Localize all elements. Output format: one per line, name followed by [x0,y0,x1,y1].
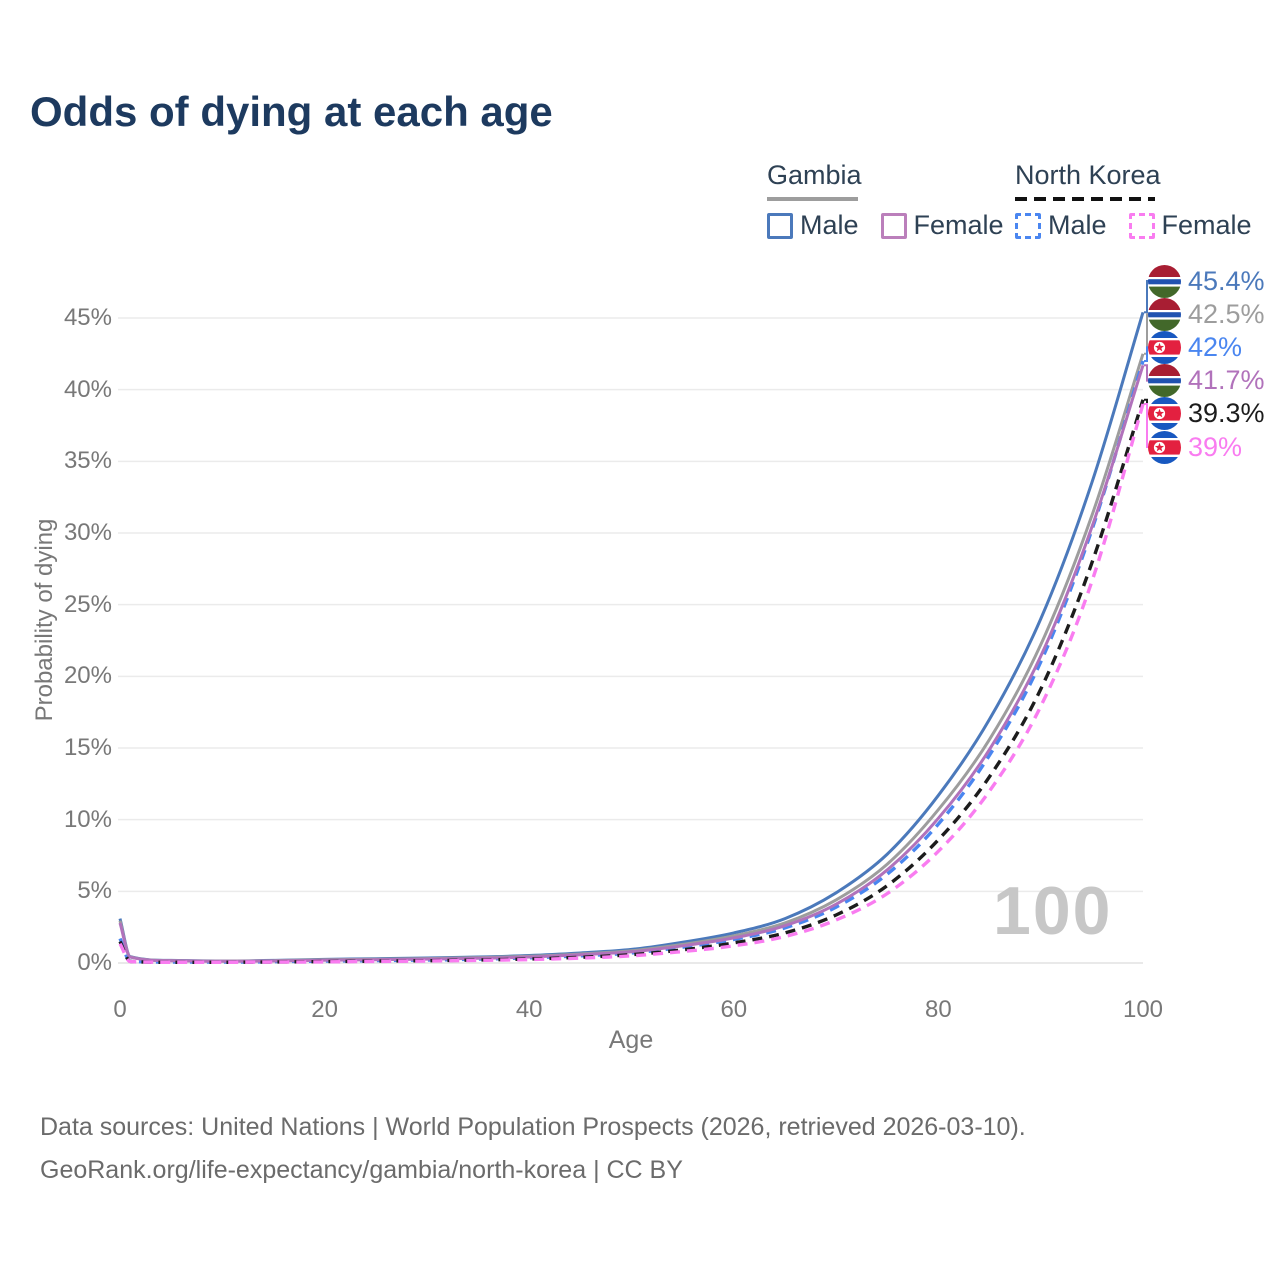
end-label-row-gambia-all: 42.5% [1148,297,1265,331]
series-line-gambia-female[interactable] [118,364,1145,963]
page-title: Odds of dying at each age [30,88,553,135]
legend-rule-gambia [767,197,858,201]
end-label-value: 42% [1188,331,1243,362]
series-line-north-korea-male[interactable] [118,360,1145,964]
x-tick-label-100: 100 [1122,996,1164,1023]
legend-item-label: Female [1161,210,1252,240]
end-label-value: 45.4% [1188,265,1265,296]
x-tick-label-40: 40 [515,996,543,1023]
x-tick-label-80: 80 [925,996,952,1023]
legend-item-gambia-female[interactable]: Female [880,210,1004,241]
legend-group-gambia: Gambia Male Female [767,160,1004,241]
legend-rule-north-korea [1015,197,1155,201]
flag-north-korea-icon [1148,397,1181,430]
series-line-gambia-all[interactable] [118,353,1145,963]
legend-item-label: Male [1048,210,1107,240]
footer: Data sources: United Nations | World Pop… [40,1106,1240,1192]
end-label-row-north-korea-all: 39.3% [1148,397,1265,431]
end-label-row-north-korea-female: 39% [1148,430,1242,464]
end-label-value: 41.7% [1188,365,1265,396]
legend-item-gambia-male[interactable]: Male [767,210,859,241]
swatch-north-korea-female-icon [1128,212,1155,239]
y-tick-label-10: 10% [63,805,112,833]
end-label-row-north-korea-male: 42% [1148,330,1242,364]
y-tick-label-30: 30% [63,519,112,546]
watermark-age: 100 [993,873,1113,949]
series-line-north-korea-female[interactable] [118,403,1145,964]
y-tick-label-40: 40% [63,375,112,403]
footer-url-line: GeoRank.org/life-expectancy/gambia/north… [40,1156,683,1184]
end-label-value: 39.3% [1188,398,1265,429]
legend-item-north-korea-male[interactable]: Male [1015,210,1107,241]
series-line-gambia-male[interactable] [118,311,1145,963]
legend-group-header-north-korea: North Korea [1015,160,1161,190]
swatch-gambia-male-icon [767,212,793,239]
flag-north-korea-icon [1148,331,1181,364]
x-tick-label-60: 60 [720,996,748,1023]
swatch-north-korea-male-icon [1015,212,1041,239]
y-tick-label-5: 5% [77,877,112,905]
y-tick-label-25: 25% [63,590,112,618]
y-tick-label-15: 15% [63,734,112,761]
legend-item-label: Male [800,210,859,240]
swatch-gambia-female-icon [880,212,907,239]
legend-items-gambia: Male Female [767,210,1004,241]
y-tick-label-0: 0% [77,949,112,976]
flag-north-korea-icon [1148,431,1181,464]
series-line-north-korea-all[interactable] [118,399,1145,964]
y-tick-label-35: 35% [63,447,112,475]
legend-group-north-korea: North Korea Male Female [1015,160,1252,241]
legend-item-label: Female [913,210,1004,240]
legend-items-north-korea: Male Female [1015,210,1252,241]
end-label-row-gambia-male: 45.4% [1148,264,1265,298]
footer-source-line: Data sources: United Nations | World Pop… [40,1113,1026,1141]
end-label-value: 39% [1188,431,1243,462]
flag-gambia-icon [1148,298,1181,331]
end-label-value: 42.5% [1188,298,1265,329]
y-tick-label-45: 45% [63,304,112,331]
flag-gambia-icon [1148,364,1181,397]
legend-group-header-gambia: Gambia [767,160,862,190]
y-tick-label-20: 20% [63,662,112,690]
x-axis-title: Age [608,1026,654,1054]
legend: Gambia Male Female North Korea Male [0,160,1280,250]
end-label-row-gambia-female: 41.7% [1148,364,1265,398]
x-tick-label-20: 20 [311,996,338,1023]
x-tick-label-0: 0 [113,996,127,1023]
legend-item-north-korea-female[interactable]: Female [1128,210,1252,241]
flag-gambia-icon [1148,265,1181,298]
